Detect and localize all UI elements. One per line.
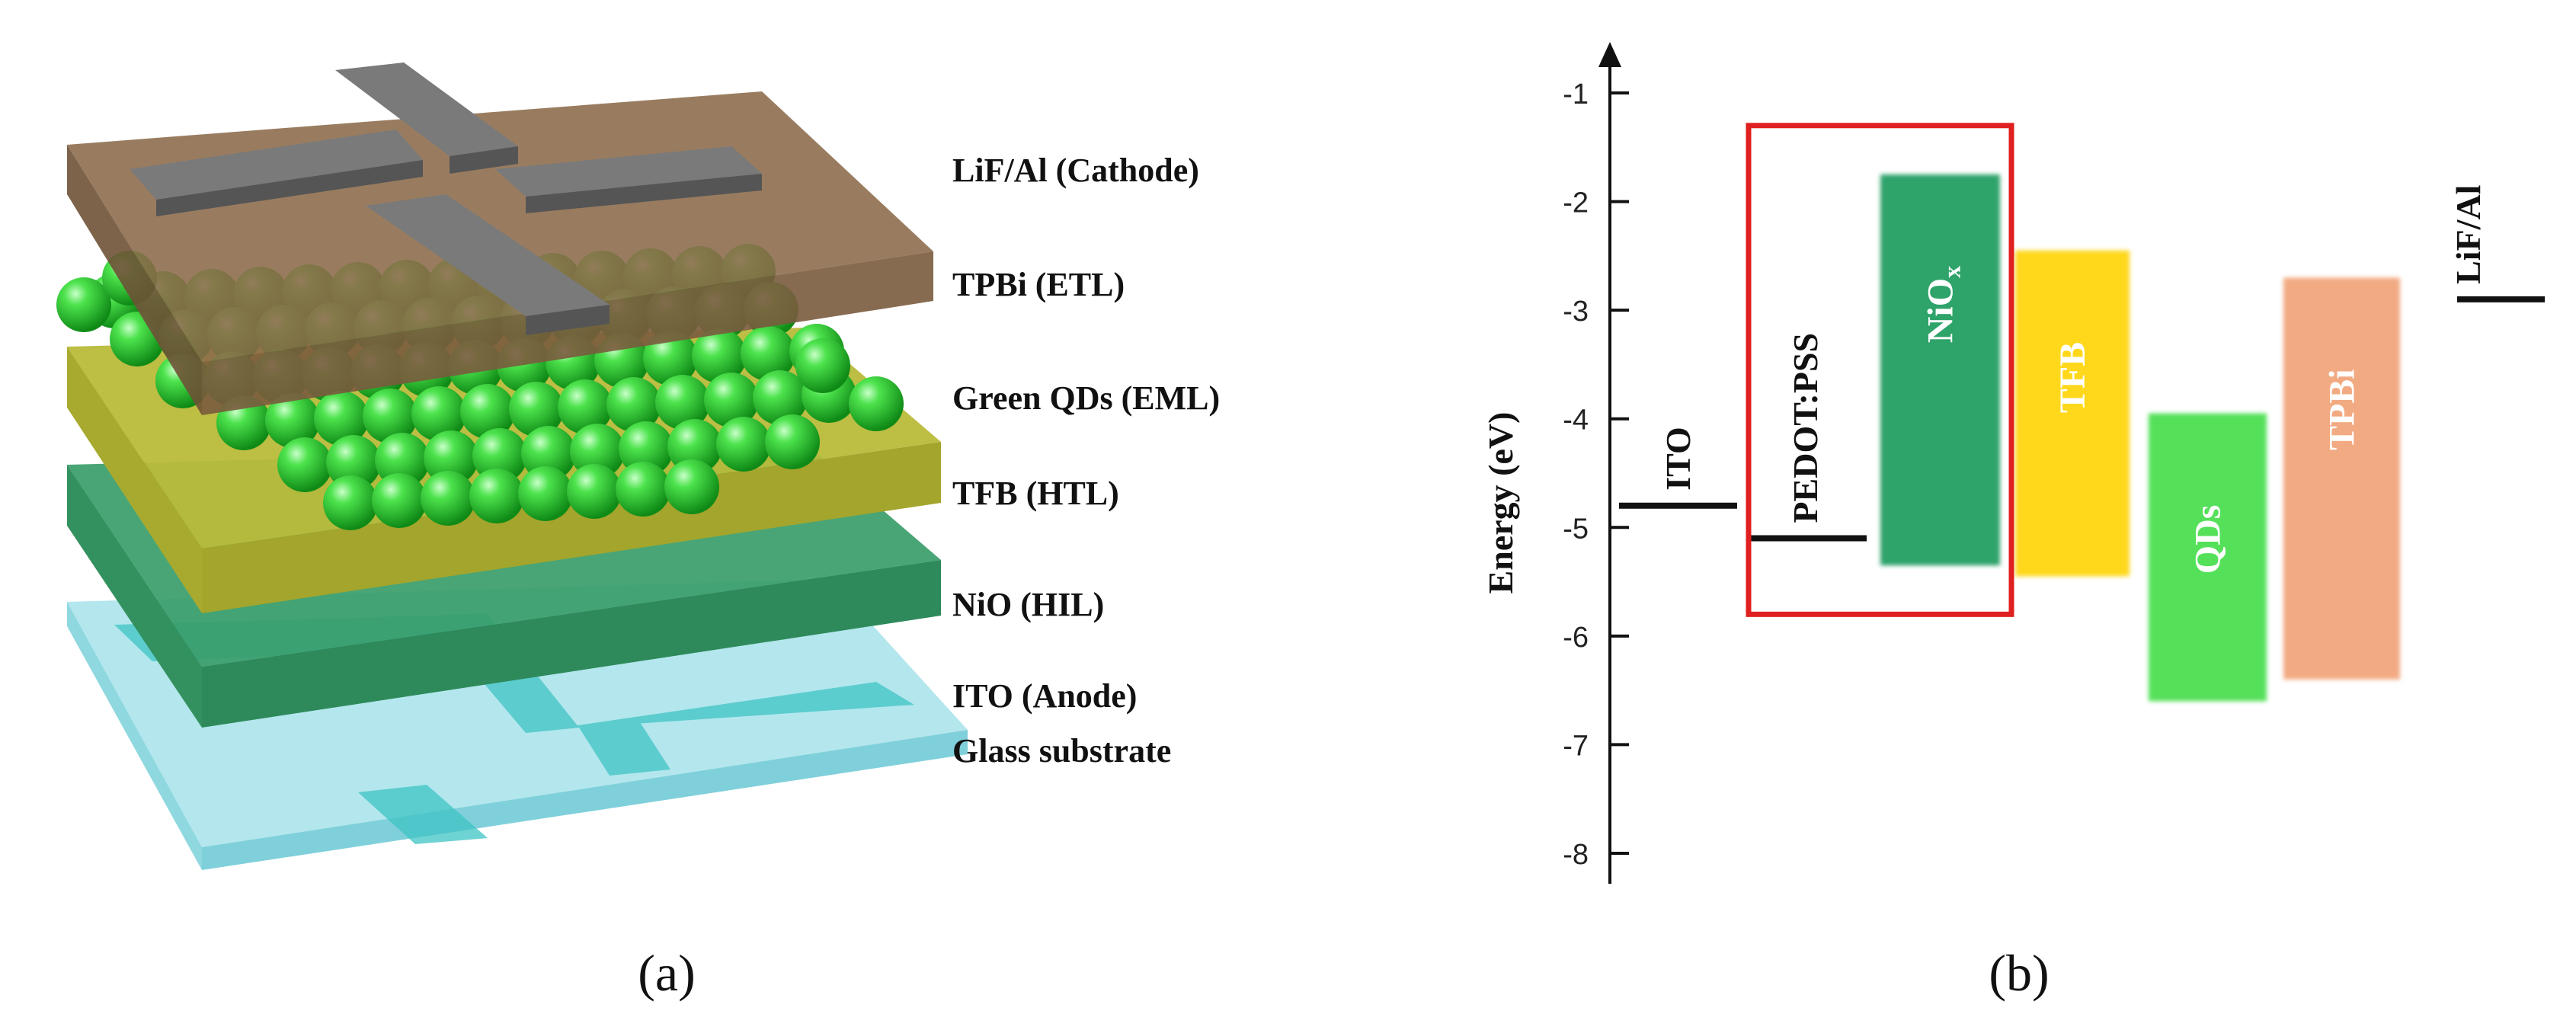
level-label-pedotpss: PEDOT:PSS — [1786, 333, 1825, 523]
qd-sphere — [741, 326, 795, 381]
layer-label-anode: ITO (Anode) — [952, 677, 1137, 715]
y-axis-ticks: -1 -2 -3 -4 -5 -6 -7 -8 — [1563, 78, 1629, 871]
band-nio — [1880, 174, 2000, 566]
qd-sphere — [424, 430, 478, 485]
qd-sphere — [460, 384, 515, 439]
band-label-qds: QDs — [2188, 505, 2229, 574]
y-axis-label: Energy (eV) — [1481, 412, 1520, 594]
y-tick-label: -5 — [1563, 513, 1589, 545]
qd-sphere — [411, 386, 466, 441]
qd-sphere — [56, 277, 111, 332]
qd-sphere — [326, 435, 381, 490]
qd-sphere — [323, 475, 378, 530]
device-structure-illustration: LiF/Al (Cathode) TPBi (ETL) Green QDs (E… — [56, 62, 1220, 1002]
panel-b-caption: (b) — [1989, 944, 2049, 1002]
layer-label-htl: TFB (HTL) — [952, 475, 1119, 512]
highlight-box — [1746, 123, 2014, 617]
qd-sphere — [509, 382, 564, 437]
qd-sphere — [472, 428, 527, 483]
band-tpbi — [2283, 277, 2400, 680]
qd-sphere — [375, 433, 430, 488]
energy-bands: NiOx TFB QDs TPBi — [1880, 174, 2400, 702]
qd-sphere — [421, 471, 475, 526]
y-tick-label: -6 — [1563, 622, 1589, 654]
layer-label-hil: NiO (HIL) — [952, 586, 1104, 623]
qd-sphere — [753, 370, 808, 425]
y-tick-label: -4 — [1563, 405, 1589, 437]
qd-sphere — [469, 469, 524, 523]
qd-sphere — [692, 328, 747, 383]
qd-sphere — [616, 462, 670, 517]
qd-sphere — [704, 373, 759, 427]
y-tick-label: -8 — [1563, 839, 1589, 871]
energy-levels: ITO PEDOT:PSS LiF/Al — [1619, 185, 2545, 542]
qd-sphere — [606, 377, 661, 432]
qd-sphere — [314, 391, 369, 446]
qd-sphere — [372, 473, 427, 528]
qd-sphere — [277, 437, 332, 492]
qd-sphere — [795, 338, 850, 393]
qd-sphere — [363, 389, 418, 443]
qd-sphere — [518, 466, 573, 521]
qd-sphere — [716, 417, 771, 472]
y-tick-label: -7 — [1563, 730, 1589, 762]
qd-sphere — [567, 464, 622, 519]
y-tick-label: -1 — [1563, 78, 1589, 110]
qd-sphere — [558, 379, 613, 434]
layer-label-cathode: LiF/Al (Cathode) — [952, 152, 1199, 189]
layer-label-etl: TPBi (ETL) — [952, 266, 1125, 303]
qd-sphere — [849, 376, 904, 431]
qd-sphere — [643, 331, 698, 386]
panel-a-caption: (a) — [638, 944, 695, 1002]
band-label-tfb: TFB — [2053, 342, 2093, 413]
band-qds — [2149, 413, 2267, 702]
energy-level-diagram: -1 -2 -3 -4 -5 -6 -7 -8 Energy (eV) NiOx TFB QDs T… — [1481, 42, 2545, 1002]
band-tfb — [2015, 250, 2130, 577]
level-label-ito: ITO — [1659, 427, 1698, 491]
y-tick-label: -2 — [1563, 187, 1589, 219]
band-label-tpbi: TPBi — [2322, 369, 2363, 450]
qd-sphere — [765, 414, 820, 469]
qd-sphere — [655, 375, 710, 430]
qd-sphere — [619, 421, 674, 476]
qd-sphere — [521, 426, 576, 481]
qd-sphere — [664, 459, 719, 514]
qd-sphere — [265, 393, 320, 448]
lif-al-cathode-bars — [130, 62, 762, 335]
level-label-lifal: LiF/Al — [2449, 185, 2488, 284]
qd-sphere — [667, 419, 722, 474]
layer-label-substrate: Glass substrate — [952, 732, 1171, 769]
layer-label-eml: Green QDs (EML) — [952, 379, 1220, 417]
y-tick-label: -3 — [1563, 296, 1589, 328]
y-axis-arrow-icon — [1598, 42, 1621, 67]
band-label-nio: NiOx — [1921, 266, 1966, 343]
qd-sphere — [570, 424, 625, 478]
